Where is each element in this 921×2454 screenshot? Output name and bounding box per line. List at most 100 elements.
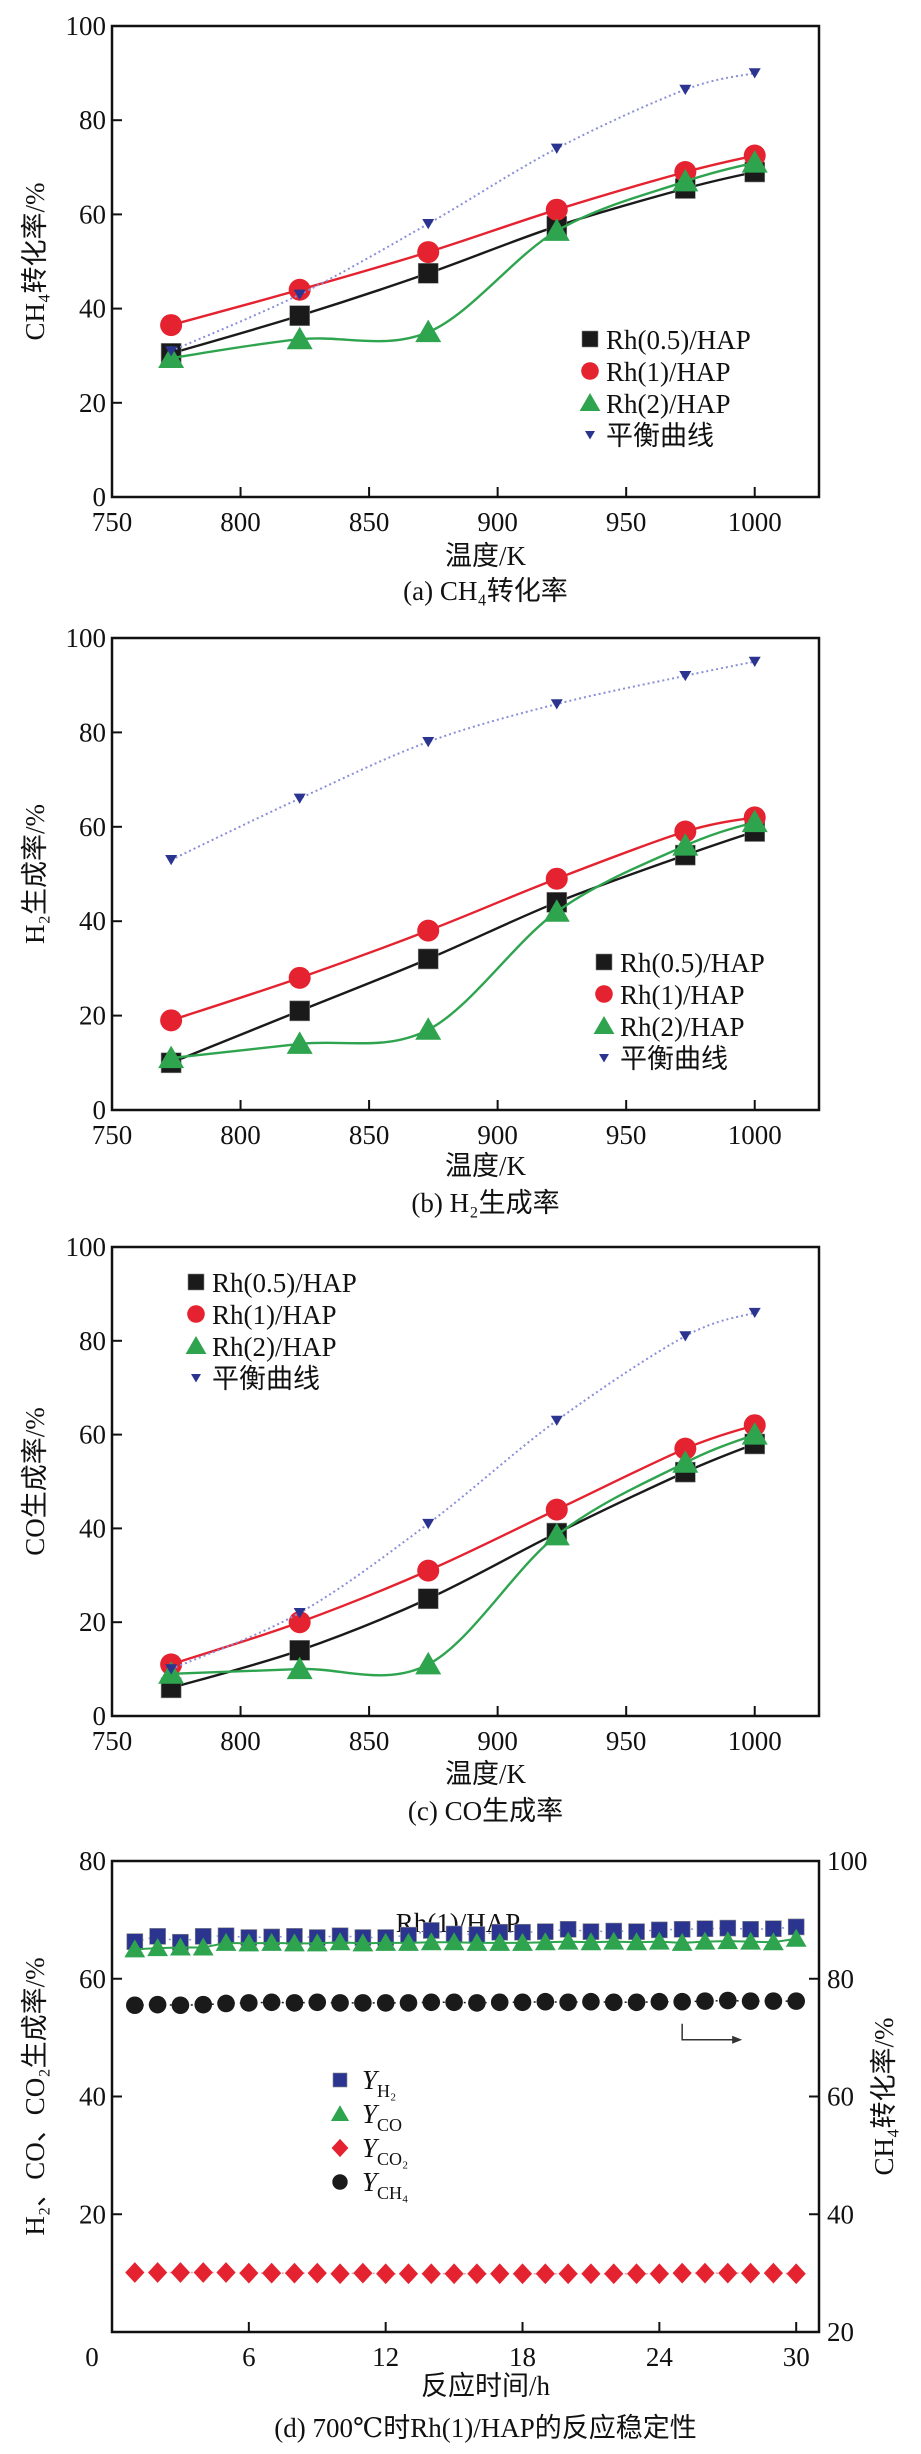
- data-point: [468, 1994, 486, 2012]
- panel-a-ch4-conversion: 750 800 850 900 950 1000 0 20 40 60 80 100 温度/K CH₄转化…: [20, 11, 821, 606]
- data-point: [398, 2263, 419, 2285]
- y-axis-title: CH₄转化率/%: [20, 183, 50, 341]
- legend-marker: [331, 2138, 349, 2158]
- data-point: [650, 1992, 669, 2011]
- panel-caption: (d) 700℃时Rh(1)/HAP的反应稳定性: [274, 2413, 696, 2443]
- y-tick-label-right: 60: [827, 2082, 854, 2112]
- data-point: [170, 1937, 191, 1956]
- legend-label-sub: H₂: [377, 2081, 396, 2101]
- data-point: [376, 1994, 395, 2012]
- data-point: [763, 2262, 783, 2284]
- data-point: [559, 1993, 577, 2012]
- panel-caption: (c) CO生成率: [408, 1796, 563, 1826]
- data-point: [582, 1992, 600, 2011]
- legend-marker: [330, 2105, 350, 2121]
- legend-marker: [332, 2174, 348, 2190]
- legend-label: 平衡曲线: [212, 1364, 320, 1394]
- data-point: [672, 2262, 692, 2284]
- data-point: [581, 2263, 601, 2285]
- y-tick-label-left: 20: [79, 2199, 106, 2229]
- legend-marker: [595, 953, 613, 971]
- data-point: [543, 1522, 570, 1546]
- legend-label-main: Y: [362, 2167, 380, 2197]
- x-tick-label: 0: [85, 2342, 99, 2372]
- data-point: [444, 2263, 464, 2285]
- x-tick-label: 850: [349, 507, 390, 537]
- x-tick-label: 1000: [728, 507, 782, 537]
- x-tick-label: 6: [242, 2342, 256, 2372]
- data-point: [376, 2263, 396, 2285]
- data-point: [158, 1045, 185, 1069]
- x-tick-label: 900: [477, 1726, 518, 1756]
- data-point: [422, 219, 435, 230]
- legend-marker: [579, 393, 601, 411]
- data-point: [550, 699, 563, 710]
- panel-b-h2-yield: 750 800 850 900 950 1000 0 20 40 60 80 100 温度/K H₂生成率…: [20, 623, 821, 1218]
- series-line-Rh(0.5)/HAP: [170, 1442, 756, 1690]
- data-point: [786, 2263, 806, 2285]
- plot-frame: [110, 1245, 821, 1718]
- panel-caption: (a) CH₄转化率: [403, 576, 568, 606]
- data-point: [545, 198, 568, 221]
- data-point: [740, 2262, 761, 2284]
- data-point: [417, 1588, 439, 1610]
- data-point: [741, 1422, 768, 1445]
- y-tick-label-left: 40: [79, 2082, 106, 2112]
- plot-frame: [110, 24, 821, 499]
- data-point: [740, 1931, 761, 1950]
- y-tick-label-right: 80: [827, 1964, 854, 1994]
- data-point: [165, 1664, 178, 1675]
- data-point: [671, 1932, 693, 1951]
- data-point: [421, 2263, 441, 2285]
- data-point: [417, 241, 440, 264]
- data-point: [748, 68, 761, 79]
- data-point: [422, 1993, 441, 2012]
- data-point: [696, 1992, 714, 2010]
- data-point: [604, 2263, 624, 2285]
- y-tick-label: 80: [79, 717, 106, 747]
- legend-label: YCO: [362, 2099, 402, 2135]
- data-point: [288, 1611, 311, 1634]
- data-point: [558, 2263, 578, 2285]
- data-point: [672, 1450, 699, 1473]
- legend-label: YCO₂: [362, 2133, 408, 2169]
- data-point: [286, 326, 313, 350]
- plot-frame: [110, 636, 821, 1112]
- data-point: [674, 1437, 697, 1460]
- y-tick-label: 80: [79, 105, 106, 135]
- legend-label: YCH₄: [362, 2167, 408, 2203]
- y-tick-label: 60: [79, 1420, 106, 1450]
- legend-label-sub: CO: [377, 2115, 402, 2135]
- data-point: [261, 1932, 283, 1951]
- x-tick-label: 750: [92, 1120, 133, 1150]
- data-point: [557, 1931, 579, 1950]
- data-point: [550, 143, 563, 154]
- y-tick-label: 100: [66, 1232, 107, 1262]
- x-tick-label: 18: [509, 2342, 536, 2372]
- data-point: [352, 1933, 374, 1952]
- data-point: [741, 809, 768, 833]
- data-point: [217, 1994, 235, 2013]
- data-point: [534, 1932, 556, 1951]
- y-tick-label: 40: [79, 906, 106, 936]
- data-point: [215, 1932, 237, 1951]
- x-axis-title: 温度/K: [445, 541, 527, 571]
- legend-marker: [585, 431, 595, 440]
- data-point: [417, 1559, 440, 1582]
- data-point: [673, 1992, 691, 2011]
- data-point: [193, 2262, 213, 2283]
- data-point: [285, 1994, 304, 2012]
- data-point: [545, 1498, 568, 1521]
- y-tick-label: 60: [79, 812, 106, 842]
- legend-marker: [332, 2072, 348, 2088]
- data-point: [284, 2262, 305, 2284]
- data-point: [679, 670, 692, 682]
- data-point: [331, 1994, 349, 2012]
- data-point: [330, 2263, 350, 2285]
- data-point: [490, 2263, 510, 2285]
- x-tick-label: 850: [349, 1726, 390, 1756]
- data-point: [443, 1932, 465, 1951]
- data-point: [288, 966, 311, 989]
- y-axis-title-right: CH₄转化率/%: [869, 2018, 899, 2176]
